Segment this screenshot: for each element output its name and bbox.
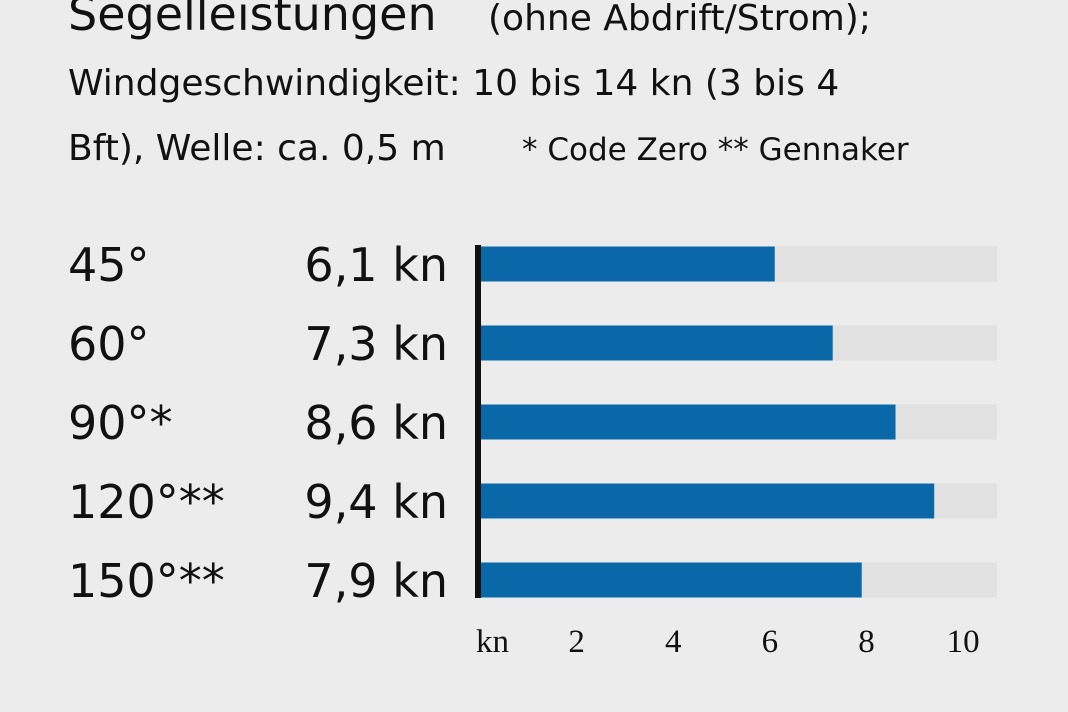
x-tick-label: 10 [947, 624, 980, 660]
bar [480, 325, 833, 361]
subtitle-line: (ohne Abdrift/Strom); [488, 0, 871, 39]
subtitle-line: Bft), Welle: ca. 0,5 m [68, 128, 446, 169]
x-tick-label: 8 [858, 624, 875, 660]
category-label: 150°** [68, 554, 225, 608]
chart-title: Segelleistungen [68, 0, 437, 41]
category-label: 60° [68, 317, 150, 371]
x-tick-label: 4 [665, 624, 682, 660]
bar [480, 562, 862, 598]
category-label: 120°** [68, 475, 225, 529]
value-label: 9,4 kn [304, 475, 448, 529]
category-label: 90°* [68, 396, 173, 450]
subtitle-line: Windgeschwindigkeit: 10 bis 14 kn (3 bis… [68, 63, 839, 104]
value-label: 7,3 kn [304, 317, 448, 371]
bar [480, 483, 935, 519]
bar [480, 246, 775, 282]
x-tick-label: 2 [568, 624, 585, 660]
value-label: 6,1 kn [304, 238, 448, 292]
footnote: * Code Zero ** Gennaker [522, 132, 909, 168]
category-label: 45° [68, 238, 150, 292]
x-tick-label: 6 [762, 624, 779, 660]
x-axis-label: kn [476, 624, 509, 660]
y-axis-line [475, 245, 481, 598]
value-label: 8,6 kn [304, 396, 448, 450]
value-label: 7,9 kn [304, 554, 448, 608]
bar [480, 404, 896, 440]
